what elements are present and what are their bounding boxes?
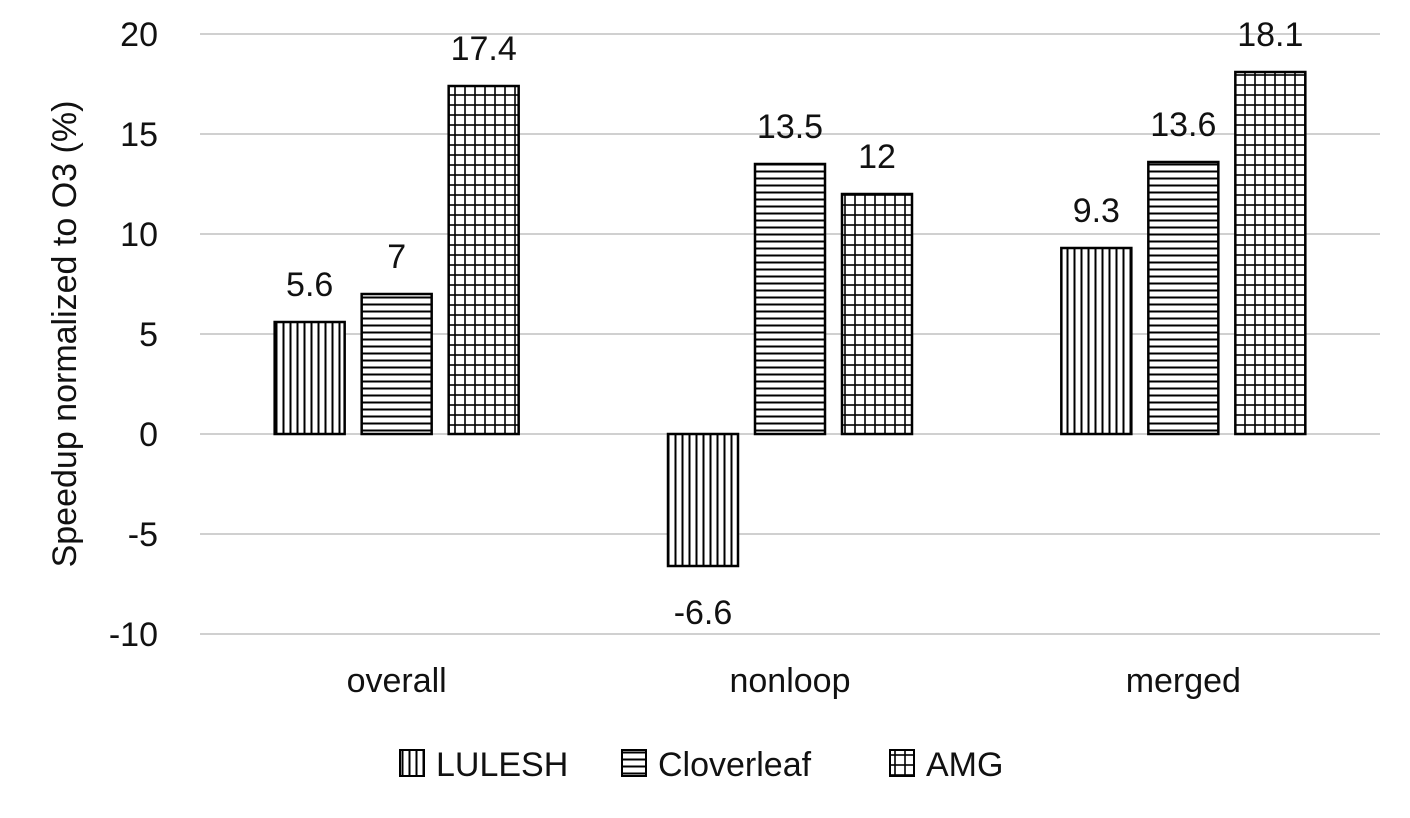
bar-lulesh-overall bbox=[273, 320, 346, 436]
data-label: 13.6 bbox=[1150, 106, 1216, 144]
x-tick-label: overall bbox=[347, 662, 447, 700]
y-tick-labels: 20 15 10 5 0 -5 -10 bbox=[109, 16, 158, 654]
y-tick-label: -10 bbox=[109, 616, 158, 654]
x-tick-label: merged bbox=[1126, 662, 1241, 700]
y-tick-label: 20 bbox=[120, 16, 158, 54]
legend-label-cloverleaf: Cloverleaf bbox=[658, 746, 812, 784]
legend-swatch-cloverleaf bbox=[621, 749, 647, 777]
bar-amg-merged bbox=[1234, 70, 1307, 436]
data-label: -6.6 bbox=[674, 594, 733, 632]
bar-cloverleaf-merged bbox=[1147, 160, 1220, 436]
legend: LULESH Cloverleaf AMG bbox=[399, 746, 1003, 784]
x-tick-label: nonloop bbox=[729, 662, 850, 700]
bars bbox=[273, 70, 1307, 568]
data-label: 12 bbox=[858, 138, 896, 176]
legend-swatch-lulesh bbox=[399, 749, 425, 777]
data-label: 13.5 bbox=[757, 108, 823, 146]
legend-label-amg: AMG bbox=[926, 746, 1003, 784]
data-label: 17.4 bbox=[451, 30, 517, 68]
y-tick-label: -5 bbox=[128, 516, 158, 554]
legend-swatch-amg bbox=[889, 749, 915, 777]
y-tick-label: 5 bbox=[139, 316, 158, 354]
data-label: 7 bbox=[387, 238, 406, 276]
bar-lulesh-nonloop bbox=[666, 432, 740, 568]
y-tick-label: 0 bbox=[139, 416, 158, 454]
x-tick-labels: overall nonloop merged bbox=[347, 662, 1241, 700]
data-label: 5.6 bbox=[286, 266, 333, 304]
bar-amg-overall bbox=[447, 84, 520, 436]
y-tick-label: 15 bbox=[120, 116, 158, 154]
bar-lulesh-merged bbox=[1060, 246, 1133, 436]
legend-label-lulesh: LULESH bbox=[436, 746, 568, 784]
y-tick-label: 10 bbox=[120, 216, 158, 254]
y-axis-label: Speedup normalized to O3 (%) bbox=[46, 101, 84, 568]
data-labels: 5.6 7 17.4 -6.6 13.5 12 9.3 13.6 18.1 bbox=[286, 16, 1303, 632]
data-label: 9.3 bbox=[1073, 192, 1120, 230]
data-label: 18.1 bbox=[1237, 16, 1303, 54]
bar-cloverleaf-nonloop bbox=[753, 162, 827, 436]
bar-amg-nonloop bbox=[840, 192, 914, 436]
bar-cloverleaf-overall bbox=[360, 292, 433, 436]
